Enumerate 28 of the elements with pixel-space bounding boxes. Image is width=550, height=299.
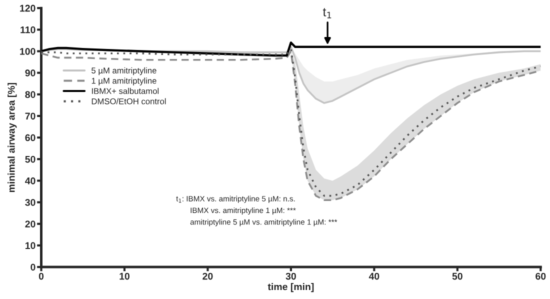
x-tick-label: 60 bbox=[536, 272, 546, 280]
y-tick-label: 20 bbox=[25, 220, 36, 228]
legend-label: DMSO/EtOH control bbox=[92, 98, 166, 104]
legend-label: 5 µM amitriptyline bbox=[92, 67, 156, 76]
y-tick-label: 80 bbox=[25, 91, 36, 98]
legend-label: 1 µM amitriptyline bbox=[92, 78, 156, 86]
y-tick-label: 10 bbox=[25, 242, 36, 250]
y-tick-label: 50 bbox=[25, 156, 36, 163]
y-tick-label: 120 bbox=[20, 4, 36, 12]
x-tick-label: 10 bbox=[120, 272, 130, 280]
y-axis-title: minimal airway area [%] bbox=[8, 82, 17, 192]
x-tick-label: 20 bbox=[202, 272, 213, 280]
y-tick-label: 60 bbox=[25, 134, 36, 142]
x-tick-label: 40 bbox=[368, 272, 380, 280]
y-tick-label: 110 bbox=[20, 26, 36, 34]
annotation: t$_{1}$ bbox=[322, 8, 332, 18]
y-tick-label: 40 bbox=[25, 177, 36, 184]
legend-label: IBMX+ salbutamol bbox=[92, 88, 159, 94]
x-tick-label: 50 bbox=[452, 272, 462, 280]
line-series bbox=[41, 41, 541, 57]
y-tick-label: 100 bbox=[20, 48, 36, 55]
y-tick-label: 90 bbox=[25, 70, 36, 76]
x-tick-label: 0 bbox=[38, 272, 44, 280]
x-tick-label: 30 bbox=[286, 272, 296, 280]
x-axis-title: time [min] bbox=[268, 283, 314, 292]
y-tick-label: 0 bbox=[30, 264, 36, 271]
y-tick-label: 70 bbox=[25, 112, 36, 120]
y-tick-label: 30 bbox=[25, 199, 36, 206]
